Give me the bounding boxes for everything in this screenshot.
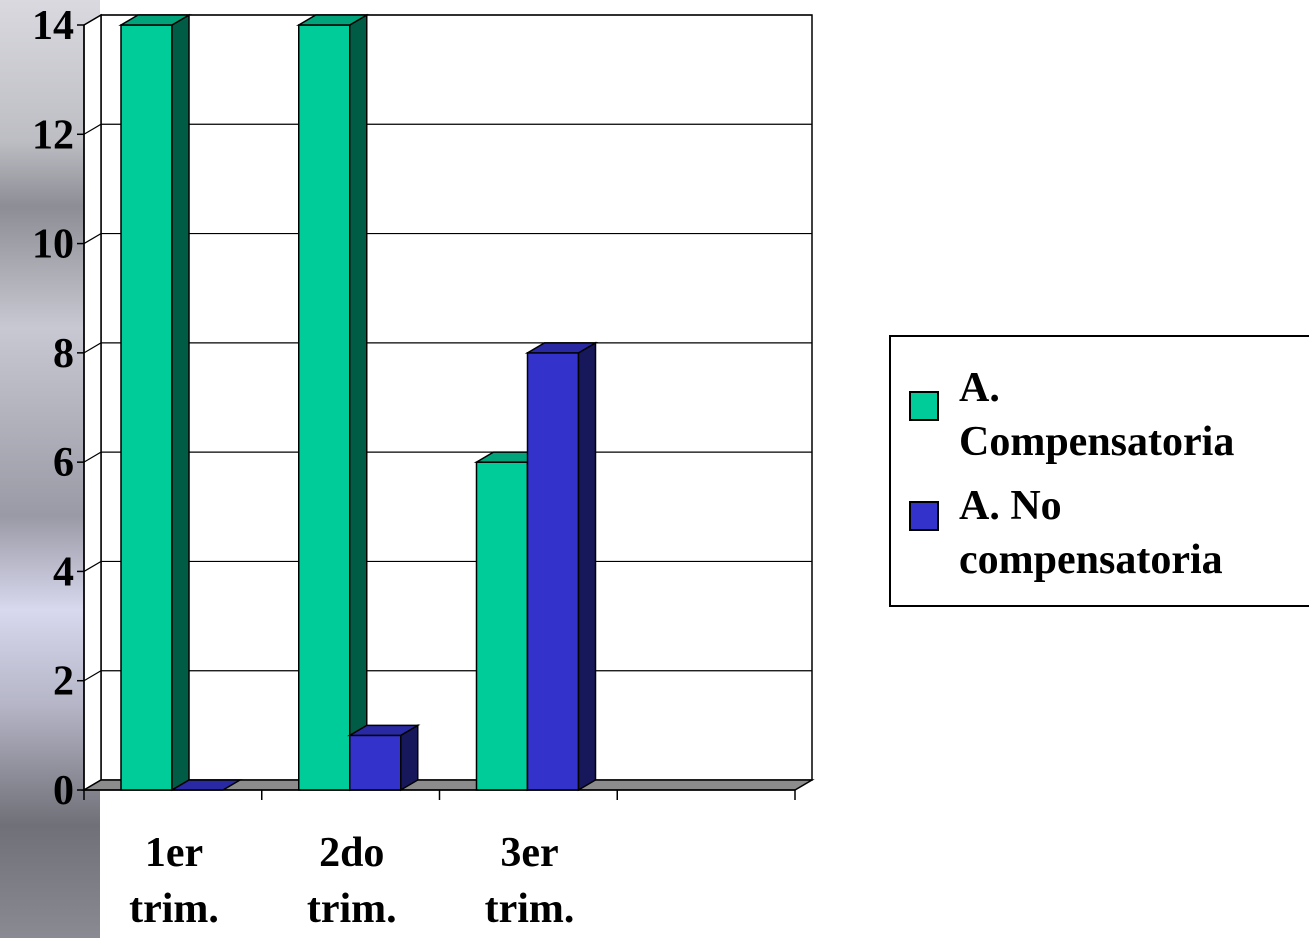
bar-0-0-front <box>120 24 173 791</box>
y-tick-label-4: 8 <box>53 331 74 377</box>
bar-0-2-front <box>475 461 529 791</box>
y-tick-label-2: 4 <box>53 549 74 595</box>
y-tick-label-3: 6 <box>53 440 74 486</box>
bar-1-1-side <box>400 724 419 792</box>
x-category-label-2-line-0: 3er <box>500 830 558 876</box>
y-tick-label-0: 0 <box>53 768 74 814</box>
x-category-label-1-line-1: trim. <box>307 886 397 932</box>
x-category-label-0-line-0: 1er <box>145 830 203 876</box>
legend-swatch-compensatoria <box>909 391 939 421</box>
bar-1-2-front <box>526 352 580 791</box>
gridline-6 <box>83 123 812 135</box>
bar-1-0-top <box>169 779 243 791</box>
bar-1-1-front <box>349 734 402 791</box>
plot-back-wall <box>100 14 813 781</box>
x-category-label-1-line-0: 2do <box>319 830 384 876</box>
bar-1-1-top <box>346 724 421 737</box>
legend-label-compensatoria-line-2: Compensatoria <box>959 419 1235 465</box>
chart-legend: A. Compensatoria A. No compensatoria <box>889 335 1309 607</box>
x-category-label-0-line-1: trim. <box>129 886 219 932</box>
legend-label-no-compensatoria-line-2: compensatoria <box>959 537 1223 583</box>
plot-side-wall <box>83 13 102 792</box>
gridline-7 <box>83 14 812 26</box>
bar-0-1-front <box>298 24 351 791</box>
bar-0-0-side <box>171 13 190 792</box>
x-category-label-2-line-1: trim. <box>485 886 575 932</box>
y-tick-label-5: 10 <box>32 222 74 268</box>
bar-0-0-top <box>118 14 192 26</box>
legend-label-no-compensatoria-line-1: A. No <box>959 483 1062 529</box>
y-tick-label-1: 2 <box>53 659 74 705</box>
bar-1-2-top <box>524 342 599 354</box>
bar-1-2-side <box>577 341 597 792</box>
bar-0-1-side <box>349 13 368 792</box>
bar-0-1-top <box>295 14 370 26</box>
gridline-5 <box>83 232 812 245</box>
y-tick-label-7: 14 <box>32 3 74 49</box>
legend-label-compensatoria-line-1: A. <box>959 365 1000 411</box>
y-tick-label-6: 12 <box>32 112 74 158</box>
legend-swatch-no-compensatoria <box>909 501 939 531</box>
